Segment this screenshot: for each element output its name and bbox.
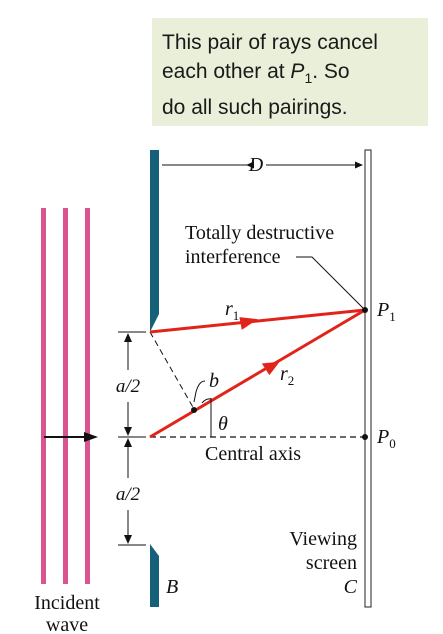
label-b: b (209, 370, 219, 392)
dim-arrowhead-3 (124, 438, 132, 447)
label-destructive-2: interference (185, 246, 281, 268)
barrier-top (150, 150, 159, 332)
wavefront-1 (41, 208, 46, 584)
ray-r2 (149, 308, 366, 439)
callout-line-1: This pair of rays cancel (162, 31, 378, 54)
b-leader-line (193, 380, 206, 403)
label-viewing: Viewing (289, 528, 357, 550)
label-c: C (344, 576, 358, 598)
label-destructive-1: Totally destructive (185, 222, 334, 244)
label-p1: P1 (376, 299, 396, 324)
label-central-axis: Central axis (205, 443, 301, 465)
label-p0: P0 (376, 426, 396, 451)
callout-sub-1: 1 (304, 70, 313, 87)
incident-arrowhead (84, 432, 98, 442)
interference-leader-line (296, 256, 364, 309)
dim-arrowhead-2 (124, 427, 132, 436)
dim-arrowhead-4 (124, 535, 132, 544)
label-b-barrier: B (166, 576, 178, 598)
label-incident: Incident (34, 592, 100, 614)
incident-wavefronts (41, 208, 90, 584)
ray-r1-arrowhead (239, 317, 258, 330)
callout-line-3: do all such pairings. (162, 96, 348, 120)
ray-r2-arrowhead (261, 361, 280, 376)
ray-r1 (149, 308, 366, 334)
label-screen: screen (306, 552, 357, 574)
callout-box: This pair of rays cancel each other at P… (152, 18, 428, 126)
point-p1 (362, 307, 368, 313)
label-r1: r1 (225, 298, 239, 323)
wavefront-2 (63, 208, 68, 584)
viewing-screen (364, 149, 372, 608)
barrier-bottom (150, 544, 159, 607)
wavefront-3 (85, 208, 90, 584)
label-a-half-top: a/2 (116, 376, 141, 397)
callout-var-p: P (290, 60, 305, 83)
perpendicular-foot-point (191, 407, 197, 413)
label-d: D (248, 154, 264, 176)
callout-line-2: each other at P1. So (162, 60, 350, 87)
point-p0 (362, 434, 368, 440)
theta-arc (201, 398, 212, 404)
dim-arrowhead-1 (124, 333, 132, 342)
label-theta: θ (218, 413, 228, 435)
label-a-half-bottom: a/2 (116, 484, 141, 505)
label-r2: r2 (280, 363, 294, 388)
path-difference-line (149, 331, 195, 410)
label-wave: wave (46, 614, 88, 634)
